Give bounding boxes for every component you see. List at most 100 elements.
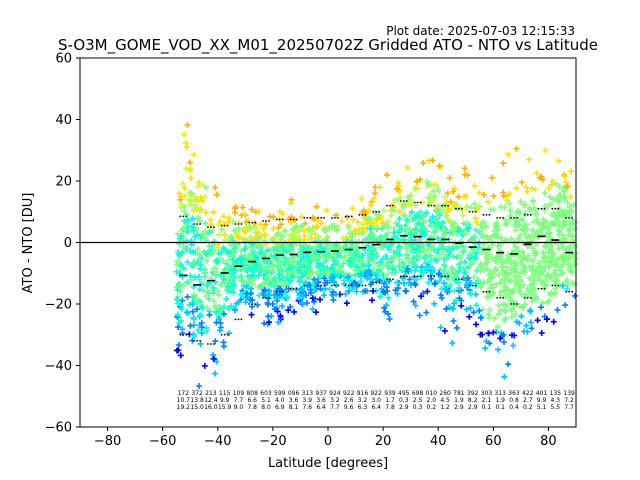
scatter-point <box>456 284 463 291</box>
bin-std-marker <box>499 217 502 219</box>
scatter-point <box>334 258 341 265</box>
scatter-point <box>228 271 235 278</box>
scatter-point <box>444 190 451 197</box>
scatter-point <box>320 259 327 266</box>
bin-std-marker <box>262 296 264 299</box>
scatter-point <box>545 185 552 191</box>
scatter-point <box>326 225 333 232</box>
scatter-point <box>420 290 427 297</box>
plot-date: Plot date: 2025-07-03 12:15:33 <box>386 24 575 38</box>
scatter-point <box>431 300 438 307</box>
scatter-point <box>188 276 195 283</box>
scatter-point <box>266 268 273 275</box>
scatter-point <box>277 312 284 319</box>
scatter-point <box>324 238 331 245</box>
scatter-point <box>288 254 295 261</box>
scatter-point <box>509 332 515 339</box>
scatter-point <box>366 261 373 268</box>
scatter-point <box>340 277 347 284</box>
scatter-point <box>350 261 356 268</box>
scatter-point <box>503 197 510 204</box>
bin-annotation-std: 6.4 <box>316 404 326 411</box>
scatter-point <box>193 206 200 213</box>
bin-std-marker <box>499 296 502 299</box>
scatter-point <box>511 272 518 279</box>
scatter-point <box>197 340 204 347</box>
bin-annotation-mean: 3.6 <box>289 397 299 404</box>
scatter-point <box>206 311 213 318</box>
scatter-point <box>567 193 574 200</box>
scatter-point <box>542 203 549 209</box>
scatter-point <box>495 311 502 318</box>
scatter-point <box>403 216 410 223</box>
scatter-point <box>501 287 508 294</box>
scatter-point <box>213 257 220 264</box>
scatter-point <box>521 269 528 276</box>
scatter-point <box>385 264 392 271</box>
bin-std-marker <box>248 221 251 224</box>
scatter-point <box>184 259 191 266</box>
scatter-point <box>324 279 331 286</box>
scatter-point <box>485 311 492 318</box>
bin-std-marker <box>306 284 309 287</box>
scatter-point <box>513 185 520 192</box>
scatter-point <box>513 244 519 251</box>
scatter-point <box>457 260 464 266</box>
scatter-point <box>328 265 335 272</box>
scatter-point <box>323 207 330 214</box>
scatter-point <box>507 277 514 284</box>
scatter-point <box>309 246 316 253</box>
scatter-point <box>340 260 347 267</box>
scatter-point <box>527 319 534 326</box>
scatter-point <box>414 178 420 185</box>
bin-std-marker <box>275 290 278 293</box>
scatter-point <box>551 270 557 277</box>
scatter-point <box>311 298 317 305</box>
scatter-point <box>395 256 402 263</box>
scatter-point <box>184 279 191 286</box>
scatter-point <box>254 236 261 243</box>
bin-annotation-count: 172 <box>178 390 190 397</box>
x-tick-label: 40 <box>430 434 447 449</box>
bin-annotation-std: 8.0 <box>261 404 271 411</box>
bin-std-marker <box>565 217 568 219</box>
scatter-point <box>301 270 308 277</box>
scatter-point <box>285 307 292 314</box>
scatter-point <box>550 318 557 325</box>
scatter-point <box>345 273 352 280</box>
scatter-point <box>349 205 356 212</box>
scatter-point <box>175 342 182 348</box>
scatter-point <box>405 194 411 200</box>
bin-std-marker <box>262 220 264 222</box>
scatter-point <box>217 218 224 225</box>
scatter-point <box>419 228 426 235</box>
scatter-point <box>271 278 278 285</box>
bin-std-marker <box>457 207 460 210</box>
scatter-point <box>218 249 225 256</box>
bin-std-marker <box>571 290 574 293</box>
scatter-point <box>376 184 383 191</box>
scatter-point <box>480 191 487 198</box>
scatter-point <box>517 216 524 223</box>
scatter-point <box>515 222 522 229</box>
bin-std-marker <box>496 296 499 299</box>
scatter-point <box>411 261 418 268</box>
scatter-point <box>220 310 227 317</box>
scatter-point <box>206 290 213 296</box>
x-axis: −80 −60 −40 −20 0 20 40 60 80 <box>94 427 557 449</box>
scatter-point <box>202 228 209 235</box>
scatter-point <box>373 216 380 223</box>
scatter-point <box>194 231 201 238</box>
scatter-point <box>497 252 504 259</box>
bin-std-marker <box>386 204 388 207</box>
scatter-point <box>370 288 377 294</box>
bin-std-marker <box>378 210 381 213</box>
scatter-point <box>178 233 185 239</box>
bin-std-marker <box>496 217 499 219</box>
scatter-point <box>548 289 555 296</box>
scatter-point <box>346 257 353 264</box>
scatter-point <box>396 208 403 215</box>
scatter-point <box>376 214 383 221</box>
scatter-point <box>374 273 381 279</box>
scatter-point <box>388 255 395 262</box>
